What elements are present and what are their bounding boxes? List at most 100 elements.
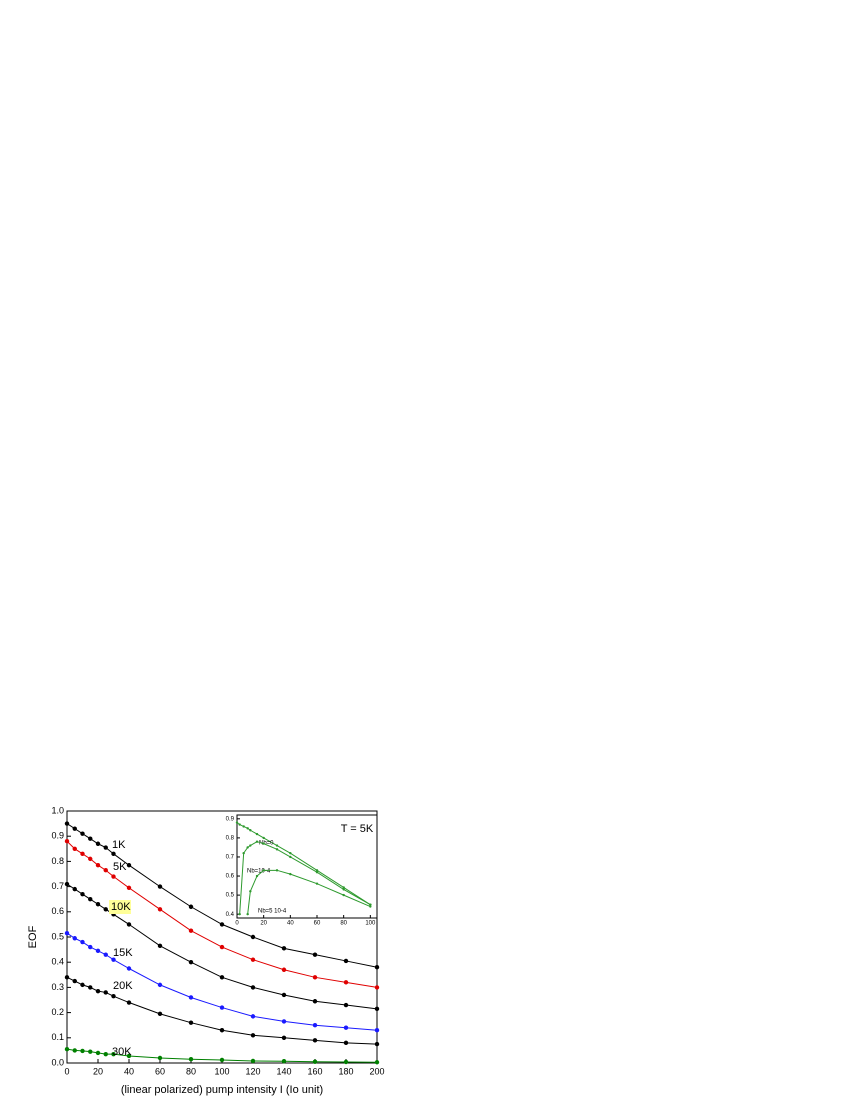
data-point xyxy=(103,952,108,957)
data-point xyxy=(95,841,101,846)
x-tick-label: 40 xyxy=(287,921,294,927)
y-axis-label: EOF xyxy=(27,925,39,948)
data-point xyxy=(281,1035,287,1041)
data-point xyxy=(88,836,93,841)
series-line xyxy=(66,883,378,1010)
data-point xyxy=(281,967,287,972)
data-point xyxy=(255,874,259,878)
data-point xyxy=(312,952,318,957)
y-tick-label: 0.2 xyxy=(51,1007,64,1017)
y-tick-label: 0.3 xyxy=(51,982,64,992)
data-point xyxy=(111,994,116,999)
data-point xyxy=(80,982,85,988)
x-tick-label: 200 xyxy=(369,1066,384,1076)
data-point xyxy=(103,1051,108,1057)
x-tick-label: 180 xyxy=(338,1066,353,1076)
data-point xyxy=(242,851,245,855)
data-point xyxy=(281,1059,287,1064)
data-point xyxy=(281,946,287,951)
data-point xyxy=(72,846,77,851)
data-point xyxy=(374,1060,380,1065)
data-point xyxy=(111,1051,116,1057)
data-point xyxy=(312,1022,318,1028)
data-point xyxy=(157,982,163,988)
data-point xyxy=(315,869,319,872)
y-tick-label: 0.6 xyxy=(51,906,64,916)
data-point xyxy=(250,934,256,940)
data-point xyxy=(219,975,225,980)
data-point xyxy=(342,893,345,897)
x-tick-label: 80 xyxy=(186,1066,196,1076)
data-point xyxy=(312,1038,318,1043)
data-point xyxy=(64,881,70,887)
x-tick-label: 140 xyxy=(276,1066,291,1076)
x-tick-label: 160 xyxy=(307,1066,322,1076)
data-point xyxy=(157,1011,163,1017)
y-tick-label: 0.5 xyxy=(226,893,235,899)
x-tick-label: 20 xyxy=(93,1066,103,1076)
data-point xyxy=(111,874,116,879)
data-point xyxy=(262,869,265,872)
data-point xyxy=(80,939,85,945)
data-point xyxy=(315,871,319,874)
data-point xyxy=(103,907,108,912)
data-point xyxy=(249,829,252,832)
y-tick-label: 0.5 xyxy=(51,931,64,941)
data-point xyxy=(250,1033,256,1038)
data-point xyxy=(126,885,132,891)
data-point xyxy=(188,1020,194,1025)
x-tick-label: 100 xyxy=(365,921,376,927)
y-tick-label: 0.7 xyxy=(51,881,64,891)
data-point xyxy=(157,884,163,889)
data-point xyxy=(95,1050,101,1056)
data-point xyxy=(374,1028,380,1033)
x-tick-label: 20 xyxy=(260,921,267,927)
data-point xyxy=(103,845,108,850)
data-point xyxy=(219,944,225,950)
series-line xyxy=(66,976,378,1045)
data-point xyxy=(88,1049,93,1054)
data-point xyxy=(281,992,287,998)
data-point xyxy=(80,851,85,857)
data-point xyxy=(255,832,259,836)
x-tick-label: 0 xyxy=(235,921,239,927)
data-point xyxy=(250,1014,256,1019)
data-point xyxy=(246,827,249,830)
data-point xyxy=(188,928,194,933)
data-point xyxy=(315,882,319,885)
data-point xyxy=(262,842,265,845)
x-axis-label: (linear polarized) pump intensity I (Io … xyxy=(121,1084,323,1096)
data-point xyxy=(72,826,77,831)
data-point xyxy=(64,975,70,980)
label-highlight xyxy=(109,900,131,914)
data-point xyxy=(281,1019,287,1024)
data-point xyxy=(88,985,93,990)
y-tick-label: 0.7 xyxy=(226,855,235,861)
data-point xyxy=(111,957,116,962)
data-point xyxy=(262,836,265,840)
series-line xyxy=(66,1048,378,1063)
series-line xyxy=(66,840,378,988)
data-point xyxy=(111,851,116,857)
data-point xyxy=(289,851,292,855)
data-point xyxy=(188,904,194,909)
data-point xyxy=(312,975,318,980)
x-tick-label: 120 xyxy=(245,1066,260,1076)
data-point xyxy=(246,912,249,916)
data-point xyxy=(238,912,241,916)
data-point xyxy=(275,869,279,872)
x-tick-label: 60 xyxy=(314,921,321,927)
data-point xyxy=(80,891,85,897)
data-point xyxy=(374,965,380,970)
series-label: 30K xyxy=(112,1046,132,1058)
data-point xyxy=(249,890,252,893)
data-point xyxy=(72,1048,77,1053)
data-point xyxy=(72,978,77,984)
data-point xyxy=(88,856,93,862)
data-point xyxy=(246,846,249,849)
series-label: 1K xyxy=(112,839,126,851)
data-point xyxy=(312,999,318,1004)
data-point xyxy=(88,897,93,902)
